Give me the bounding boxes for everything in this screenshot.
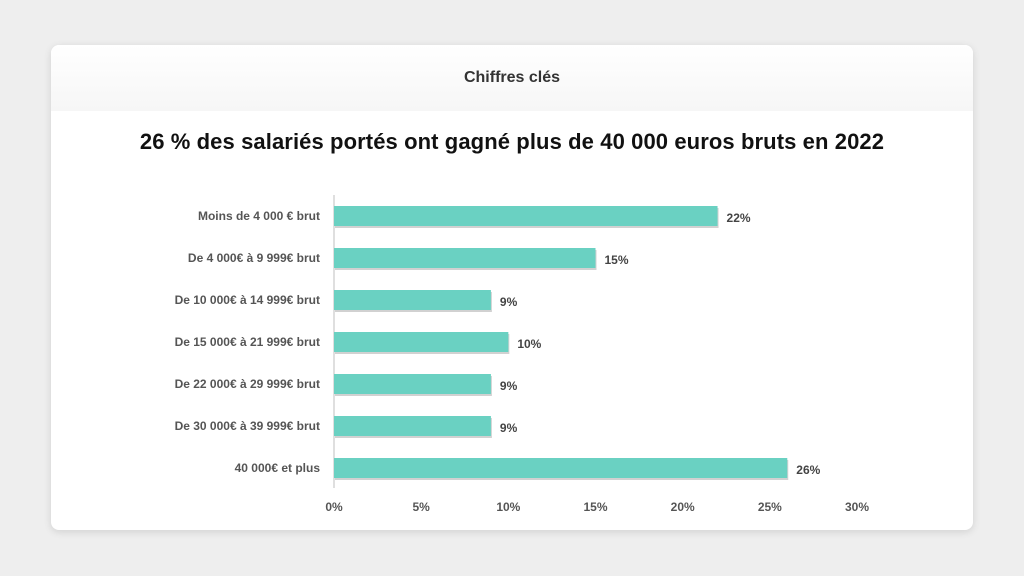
x-tick-label: 25% — [758, 500, 782, 514]
category-label: 40 000€ et plus — [235, 461, 321, 475]
x-tick-label: 5% — [412, 500, 430, 514]
data-label: 9% — [500, 379, 518, 393]
x-tick-label: 0% — [325, 500, 343, 514]
category-label: Moins de 4 000 € brut — [198, 209, 320, 223]
x-tick-label: 10% — [496, 500, 520, 514]
data-label: 10% — [517, 337, 541, 351]
x-tick-label: 15% — [583, 500, 607, 514]
data-label: 26% — [796, 463, 820, 477]
category-label: De 15 000€ à 21 999€ brut — [175, 335, 320, 349]
category-label: De 10 000€ à 14 999€ brut — [175, 293, 320, 307]
x-tick-label: 30% — [845, 500, 869, 514]
bar — [334, 416, 491, 436]
bar — [334, 458, 788, 478]
x-tick-label: 20% — [671, 500, 695, 514]
category-label: De 22 000€ à 29 999€ brut — [175, 377, 320, 391]
data-label: 9% — [500, 421, 518, 435]
chart-title: 26 % des salariés portés ont gagné plus … — [139, 129, 885, 154]
data-label: 15% — [605, 253, 629, 267]
bar — [334, 332, 509, 352]
category-label: De 30 000€ à 39 999€ brut — [175, 419, 320, 433]
data-label: 22% — [727, 211, 751, 225]
data-label: 9% — [500, 295, 518, 309]
card-header-title: Chiffres clés — [51, 45, 973, 111]
bar — [334, 290, 491, 310]
category-label: De 4 000€ à 9 999€ brut — [188, 251, 320, 265]
bar — [334, 374, 491, 394]
key-figures-card: Chiffres clés 26 % des salariés portés o… — [51, 45, 973, 530]
bar — [334, 248, 596, 268]
bar — [334, 206, 718, 226]
